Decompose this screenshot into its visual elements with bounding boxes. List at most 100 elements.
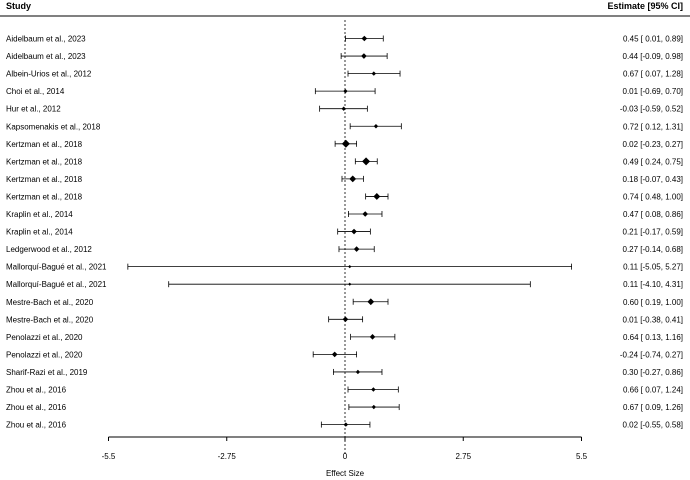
study-row: Zhou et al., 2016 0.67 [ 0.09, 1.26]	[6, 403, 683, 412]
study-label: Zhou et al., 2016	[6, 403, 67, 412]
study-row: Kertzman et al., 2018 0.49 [ 0.24, 0.75]	[6, 157, 683, 166]
study-label: Hur et al., 2012	[6, 105, 61, 114]
estimate-ci-label: 0.21 [-0.17, 0.59]	[623, 228, 684, 237]
estimate-ci-label: 0.49 [ 0.24, 0.75]	[623, 157, 683, 166]
study-label: Aidelbaum et al., 2023	[6, 52, 86, 61]
study-label: Penolazzi et al., 2020	[6, 350, 83, 359]
study-label: Penolazzi et al., 2020	[6, 333, 83, 342]
point-estimate	[355, 369, 361, 375]
study-label: Kapsomenakis et al., 2018	[6, 122, 101, 131]
study-rows: Aidelbaum et al., 2023 0.45 [ 0.01, 0.89]…	[6, 35, 683, 430]
point-estimate	[371, 387, 376, 392]
study-label: Kertzman et al., 2018	[6, 140, 83, 149]
point-estimate	[371, 71, 377, 76]
study-row: Mallorquí-Bagué et al., 2021 0.11 [-5.05,…	[6, 263, 683, 272]
study-label: Kraplin et al., 2014	[6, 228, 73, 237]
estimate-ci-label: 0.18 [-0.07, 0.43]	[623, 175, 684, 184]
point-estimate	[343, 88, 348, 94]
estimate-ci-label: 0.45 [ 0.01, 0.89]	[623, 35, 683, 44]
estimate-ci-label: 0.27 [-0.14, 0.68]	[623, 245, 684, 254]
study-label: Zhou et al., 2016	[6, 421, 67, 430]
estimate-ci-label: 0.02 [-0.23, 0.27]	[623, 140, 684, 149]
estimate-ci-label: 0.02 [-0.55, 0.58]	[623, 421, 684, 430]
study-label: Sharif-Razi et al., 2019	[6, 368, 88, 377]
study-label: Ledgerwood et al., 2012	[6, 245, 92, 254]
x-axis-label: Effect Size	[326, 469, 365, 478]
x-tick-label: -5.5	[102, 452, 116, 461]
point-estimate	[342, 316, 349, 323]
study-row: Penolazzi et al., 2020 -0.24 [-0.74, 0.27…	[6, 350, 683, 359]
point-estimate	[371, 404, 377, 410]
study-row: Aidelbaum et al., 2023 0.45 [ 0.01, 0.89]	[6, 35, 683, 44]
estimate-ci-label: -0.03 [-0.59, 0.52]	[620, 105, 683, 114]
point-estimate	[331, 351, 338, 358]
point-estimate	[369, 334, 376, 340]
x-tick-label: -2.75	[218, 452, 237, 461]
point-estimate	[373, 193, 381, 200]
estimate-ci-label: -0.24 [-0.74, 0.27]	[620, 350, 683, 359]
point-estimate	[343, 422, 349, 427]
study-row: Zhou et al., 2016 0.02 [-0.55, 0.58]	[6, 421, 683, 430]
study-label: Mestre-Bach et al., 2020	[6, 298, 94, 307]
point-estimate	[349, 175, 357, 183]
x-tick-label: 2.75	[455, 452, 471, 461]
study-row: Mallorquí-Bagué et al., 2021 0.11 [-4.10,…	[6, 280, 683, 289]
estimate-ci-label: 0.01 [-0.69, 0.70]	[623, 87, 684, 96]
study-label: Kertzman et al., 2018	[6, 175, 83, 184]
header-study: Study	[6, 1, 31, 11]
study-row: Mestre-Bach et al., 2020 0.60 [ 0.19, 1.0…	[6, 298, 683, 307]
point-estimate	[351, 228, 357, 235]
point-estimate	[341, 106, 346, 111]
estimate-ci-label: 0.11 [-5.05, 5.27]	[623, 263, 683, 272]
study-row: Kraplin et al., 2014 0.21 [-0.17, 0.59]	[6, 228, 683, 237]
study-row: Choi et al., 2014 0.01 [-0.69, 0.70]	[6, 87, 683, 96]
estimate-ci-label: 0.11 [-4.10, 4.31]	[623, 280, 683, 289]
study-row: Kertzman et al., 2018 0.74 [ 0.48, 1.00]	[6, 192, 683, 201]
study-row: Penolazzi et al., 2020 0.64 [ 0.13, 1.16]	[6, 333, 683, 342]
point-estimate	[367, 298, 375, 306]
point-estimate	[353, 246, 360, 252]
study-row: Kraplin et al., 2014 0.47 [ 0.08, 0.86]	[6, 210, 683, 219]
study-row: Kertzman et al., 2018 0.18 [-0.07, 0.43]	[6, 175, 683, 184]
study-row: Kapsomenakis et al., 2018 0.72 [ 0.12, 1.…	[6, 122, 683, 131]
point-estimate	[373, 124, 379, 129]
study-row: Zhou et al., 2016 0.66 [ 0.07, 1.24]	[6, 386, 683, 395]
estimate-ci-label: 0.30 [-0.27, 0.86]	[623, 368, 684, 377]
estimate-ci-label: 0.67 [ 0.07, 1.28]	[623, 70, 683, 79]
study-label: Kertzman et al., 2018	[6, 157, 83, 166]
study-row: Hur et al., 2012 -0.03 [-0.59, 0.52]	[6, 105, 683, 114]
point-estimate	[341, 139, 350, 148]
study-row: Kertzman et al., 2018 0.02 [-0.23, 0.27]	[6, 139, 684, 149]
study-label: Mallorquí-Bagué et al., 2021	[6, 280, 107, 289]
study-label: Kertzman et al., 2018	[6, 192, 83, 201]
point-estimate	[348, 282, 352, 286]
x-axis: -5.5 -2.75 0 2.75 5.5	[102, 436, 588, 461]
study-label: Choi et al., 2014	[6, 87, 65, 96]
study-row: Ledgerwood et al., 2012 0.27 [-0.14, 0.68…	[6, 245, 683, 254]
study-label: Kraplin et al., 2014	[6, 210, 73, 219]
study-row: Sharif-Razi et al., 2019 0.30 [-0.27, 0.8…	[6, 368, 683, 377]
study-row: Aidelbaum et al., 2023 0.44 [-0.09, 0.98]	[6, 52, 683, 61]
estimate-ci-label: 0.72 [ 0.12, 1.31]	[623, 122, 683, 131]
study-row: Albein-Urios et al., 2012 0.67 [ 0.07, 1.…	[6, 70, 683, 79]
estimate-ci-label: 0.60 [ 0.19, 1.00]	[623, 298, 683, 307]
study-label: Mallorquí-Bagué et al., 2021	[6, 263, 107, 272]
estimate-ci-label: 0.66 [ 0.07, 1.24]	[623, 386, 683, 395]
x-tick-label: 5.5	[576, 452, 588, 461]
estimate-ci-label: 0.74 [ 0.48, 1.00]	[623, 192, 683, 201]
point-estimate	[361, 53, 367, 59]
study-label: Aidelbaum et al., 2023	[6, 35, 86, 44]
study-label: Zhou et al., 2016	[6, 386, 67, 395]
estimate-ci-label: 0.47 [ 0.08, 0.86]	[623, 210, 683, 219]
point-estimate	[348, 265, 352, 269]
header-estimate: Estimate [95% CI]	[607, 1, 683, 11]
study-label: Mestre-Bach et al., 2020	[6, 315, 94, 324]
study-label: Albein-Urios et al., 2012	[6, 70, 92, 79]
point-estimate	[361, 35, 368, 42]
estimate-ci-label: 0.67 [ 0.09, 1.26]	[623, 403, 683, 412]
point-estimate	[362, 211, 369, 217]
estimate-ci-label: 0.64 [ 0.13, 1.16]	[623, 333, 683, 342]
x-tick-label: 0	[343, 452, 348, 461]
estimate-ci-label: 0.01 [-0.38, 0.41]	[623, 315, 684, 324]
